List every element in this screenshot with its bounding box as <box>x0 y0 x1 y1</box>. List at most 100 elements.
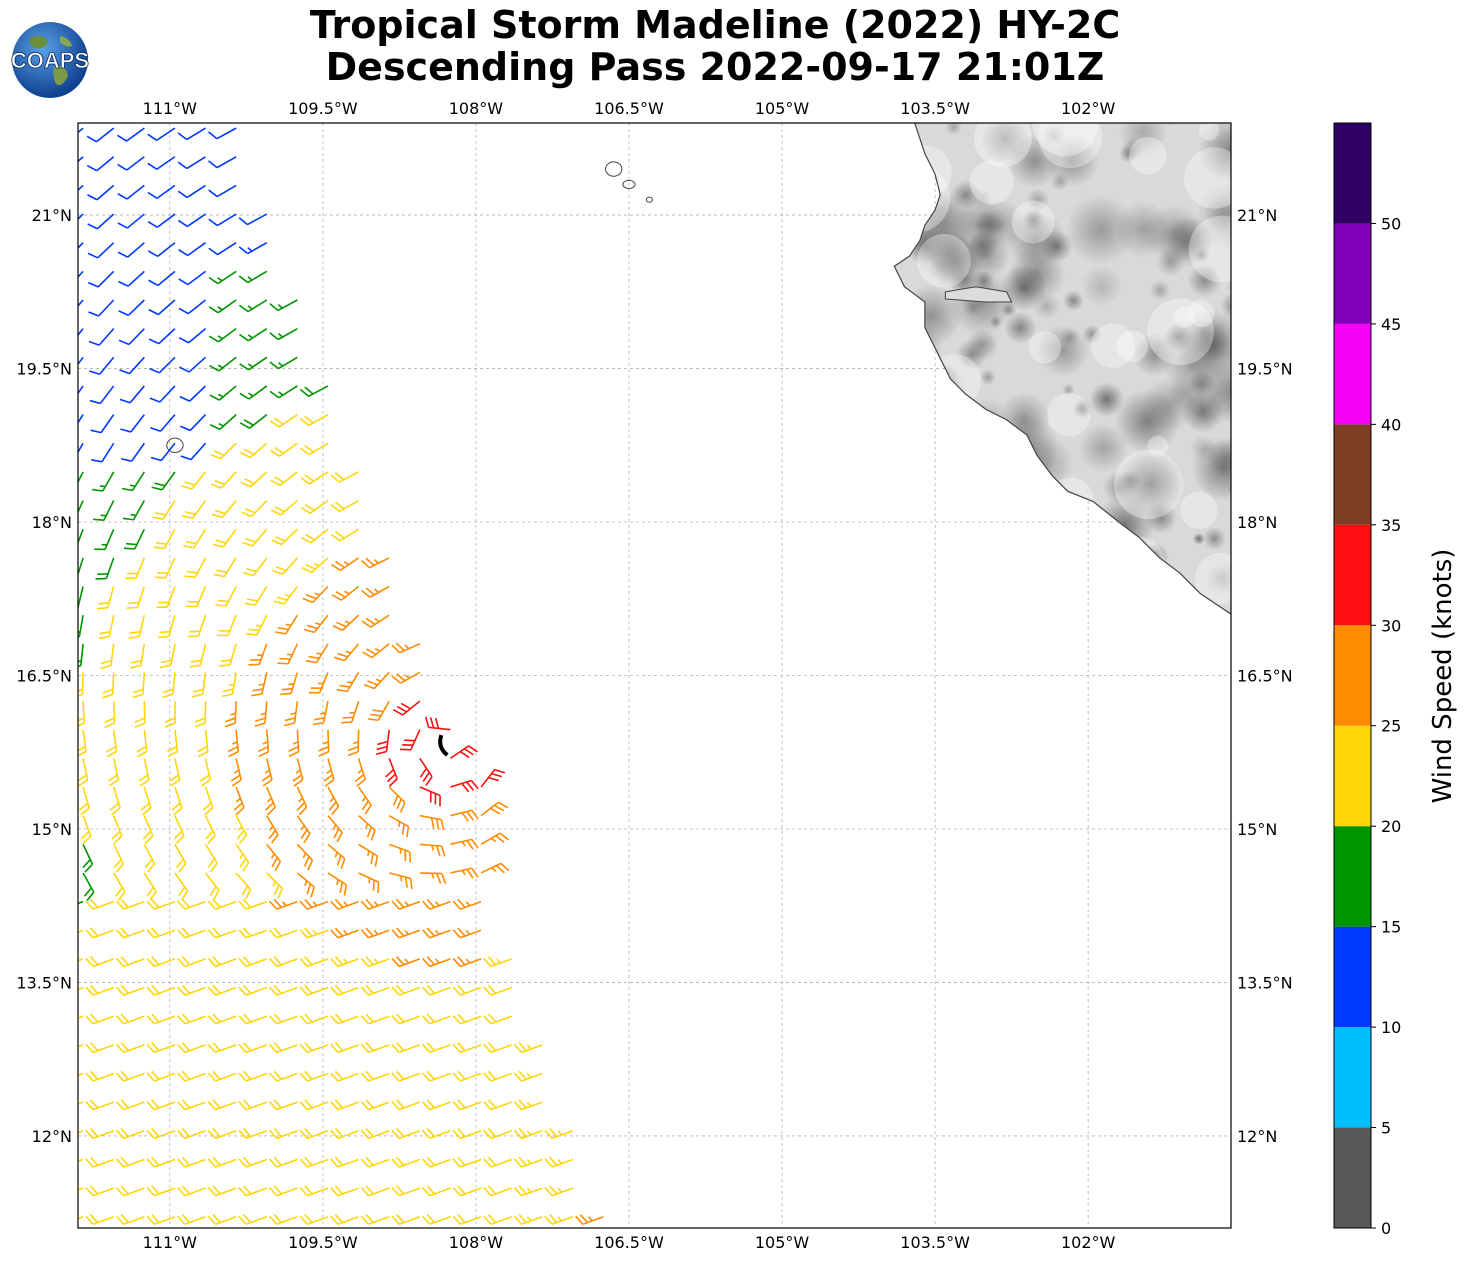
wind-barb <box>105 729 118 758</box>
wind-barb <box>360 1070 390 1082</box>
wind-barb <box>332 614 360 631</box>
wind-barb <box>333 643 360 662</box>
wind-barb <box>78 986 84 991</box>
wind-barb <box>85 1013 114 1025</box>
wind-barb <box>78 242 84 250</box>
wind-barb <box>575 1213 604 1226</box>
wind-barb <box>209 385 237 401</box>
wind-barb <box>78 786 91 816</box>
wind-barb <box>450 779 479 793</box>
wind-barb <box>513 1156 543 1168</box>
wind-barb <box>300 499 329 514</box>
wind-barb <box>235 815 248 844</box>
wind-barb <box>146 1042 176 1054</box>
wind-barb <box>177 1013 206 1025</box>
wind-barb <box>120 414 145 433</box>
wind-barb <box>513 1185 543 1197</box>
wind-barb <box>301 557 329 574</box>
wind-barb <box>312 700 329 726</box>
wind-barb <box>421 898 451 910</box>
coaps-logo: COAPS <box>10 22 90 98</box>
wind-barb <box>207 1128 237 1140</box>
wind-barb <box>302 585 329 604</box>
wind-barb <box>269 356 298 370</box>
wind-barb <box>230 758 242 787</box>
wind-barb <box>178 242 207 257</box>
wind-barb <box>280 672 299 696</box>
lon-tick-label-top: 109.5°W <box>288 99 358 118</box>
wind-barb <box>388 814 410 838</box>
colorbar-bin <box>1334 123 1371 224</box>
lon-tick-label-top: 105°W <box>755 99 810 118</box>
wind-barb <box>192 672 207 698</box>
wind-barb <box>513 1042 543 1054</box>
wind-barb <box>177 1099 206 1111</box>
wind-barb <box>330 898 359 910</box>
wind-barb <box>238 270 268 284</box>
wind-barb <box>360 1185 390 1197</box>
wind-barb <box>419 757 433 787</box>
wind-barb <box>391 984 421 996</box>
wind-barb <box>89 385 115 405</box>
wind-barb <box>207 984 237 996</box>
colorbar: 0 5 10 15 20 25 30 35 40 45 50 <box>1333 122 1401 1238</box>
wind-barb <box>204 815 216 844</box>
wind-barb <box>268 1128 298 1140</box>
wind-barb <box>299 1128 329 1140</box>
wind-barb <box>421 927 451 939</box>
wind-barb <box>266 843 282 872</box>
wind-barb <box>269 327 298 341</box>
wind-barb <box>78 328 84 337</box>
wind-barb <box>239 385 268 400</box>
wind-barb <box>115 898 145 910</box>
map-frame <box>77 122 1232 1229</box>
wind-barb <box>78 614 84 638</box>
wind-barb <box>235 872 252 900</box>
wind-barb <box>270 471 298 487</box>
wind-barb <box>80 815 92 845</box>
wind-barb <box>78 270 84 279</box>
wind-barb <box>419 843 446 857</box>
wind-barb <box>235 843 250 872</box>
wind-barb <box>272 557 298 575</box>
wind-barb <box>78 1072 84 1077</box>
wind-barb <box>208 299 237 314</box>
wind-barb <box>87 184 115 201</box>
wind-barb <box>85 1099 114 1111</box>
wind-barb <box>207 956 237 968</box>
wind-barb <box>483 1099 512 1111</box>
wind-barb <box>452 898 482 910</box>
wind-barb <box>158 614 176 639</box>
coastline <box>893 123 1231 615</box>
wind-barb <box>421 1013 451 1025</box>
wind-barb <box>156 586 176 609</box>
wind-barb <box>268 927 298 939</box>
wind-barb <box>277 643 299 665</box>
colorbar-bin <box>1334 323 1371 425</box>
wind-barb <box>179 356 207 373</box>
wind-barb <box>126 586 146 609</box>
wind-barb <box>215 586 237 607</box>
wind-barb <box>483 1213 512 1226</box>
wind-barb <box>112 843 125 873</box>
wind-barb <box>318 729 330 757</box>
wind-barb <box>240 442 268 459</box>
wind-barb <box>217 614 237 637</box>
wind-barb <box>93 500 115 522</box>
wind-barb <box>421 1128 451 1140</box>
wind-barb <box>299 1213 329 1226</box>
wind-barb <box>164 701 176 728</box>
wind-barb <box>268 1013 298 1025</box>
wind-barb <box>210 471 237 489</box>
wind-barb <box>258 729 270 758</box>
wind-barb <box>119 356 145 375</box>
lon-tick-label-bottom: 103.5°W <box>900 1233 970 1252</box>
wind-barb <box>238 1042 268 1054</box>
wind-barb <box>115 1013 145 1025</box>
wind-barb <box>300 471 329 485</box>
wind-barb <box>85 1156 114 1168</box>
wind-barb <box>238 898 268 910</box>
wind-barb <box>299 1013 329 1025</box>
wind-barb <box>268 1099 298 1111</box>
wind-barb <box>270 499 298 516</box>
